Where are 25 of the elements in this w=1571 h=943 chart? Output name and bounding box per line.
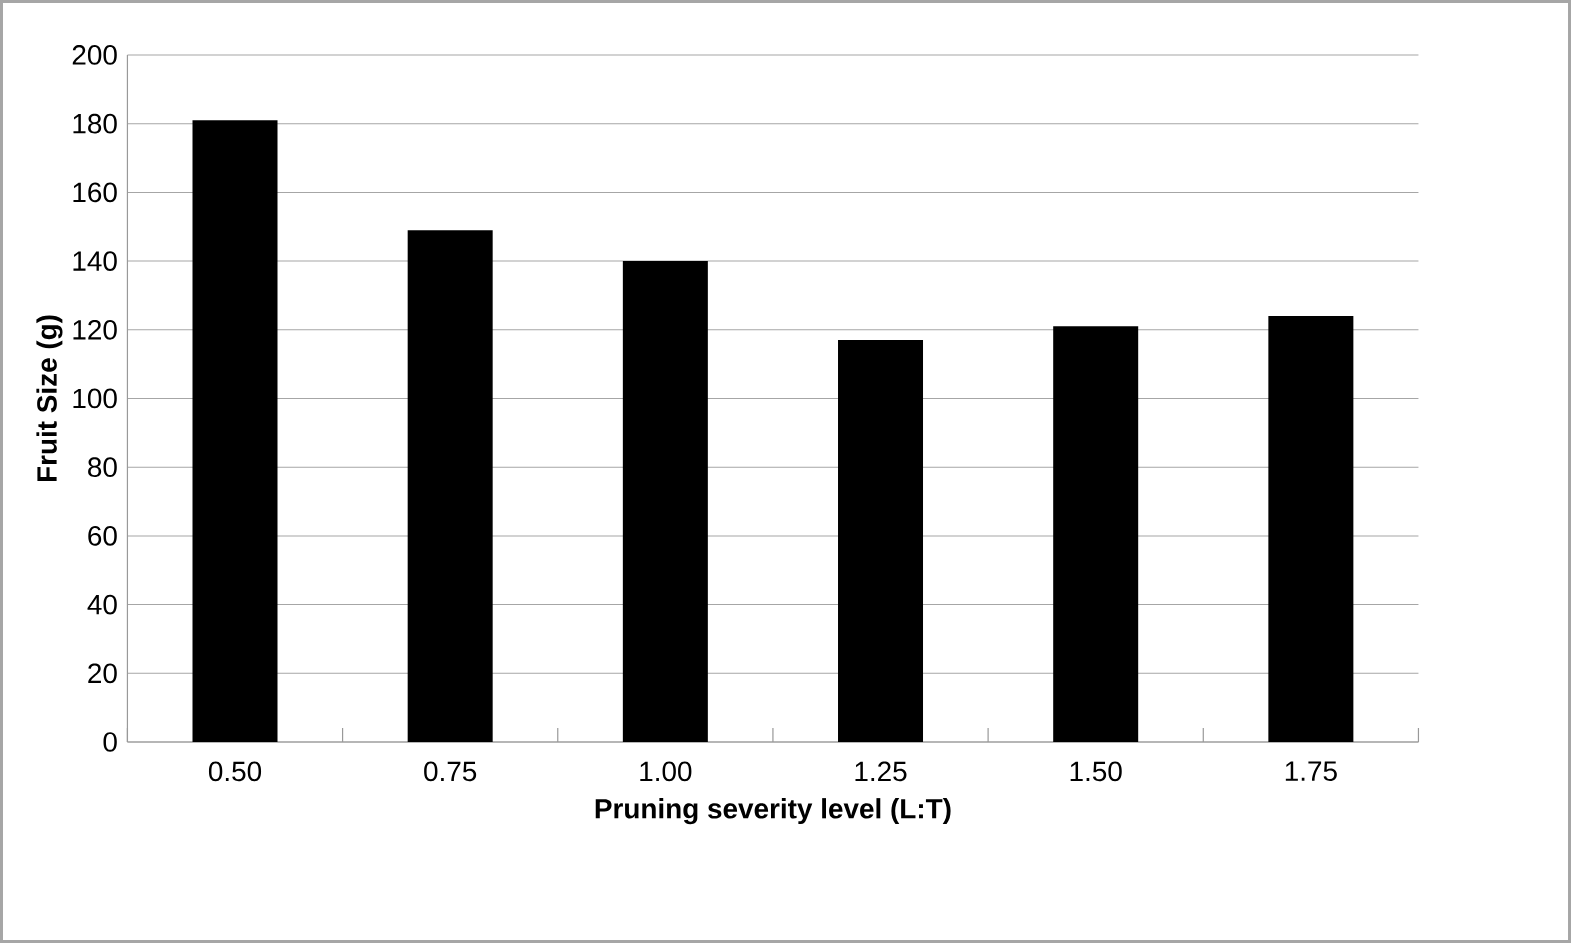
y-tick-label: 40 bbox=[87, 594, 117, 615]
y-tick-label: 160 bbox=[73, 182, 117, 203]
bar bbox=[407, 230, 493, 742]
bar bbox=[1268, 316, 1354, 742]
x-tick-label: 1.75 bbox=[1285, 761, 1337, 781]
bar bbox=[1053, 326, 1139, 742]
y-tick-label: 60 bbox=[88, 526, 117, 546]
x-tick-label: 1.25 bbox=[855, 761, 907, 782]
x-tick-label: 0.50 bbox=[208, 761, 262, 782]
bar bbox=[622, 261, 708, 742]
bar bbox=[192, 120, 278, 742]
y-tick-label: 20 bbox=[88, 663, 117, 684]
y-axis-title: Fruit Size (g) bbox=[36, 315, 63, 482]
y-tick-label: 0 bbox=[103, 732, 117, 752]
x-tick-label: 0.75 bbox=[424, 761, 477, 782]
y-tick-label: 180 bbox=[73, 113, 117, 134]
y-tick-label: 80 bbox=[88, 457, 117, 478]
y-tick-label: 140 bbox=[73, 251, 117, 271]
bar bbox=[838, 340, 924, 742]
x-axis-title: Pruning severity level (L:T) bbox=[595, 798, 951, 825]
y-tick-label: 200 bbox=[72, 45, 117, 65]
y-tick-label: 100 bbox=[73, 388, 117, 409]
x-tick-label: 1.00 bbox=[640, 761, 692, 782]
y-tick-label: 120 bbox=[73, 319, 117, 340]
x-tick-label: 1.50 bbox=[1070, 761, 1122, 782]
